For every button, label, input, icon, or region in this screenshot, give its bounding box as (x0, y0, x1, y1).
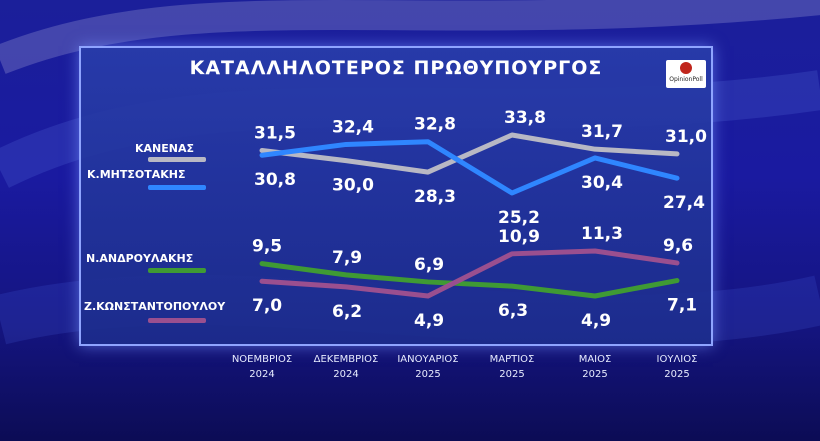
data-label-androulakis-3: 6,3 (498, 301, 528, 321)
data-label-kanenas-1: 30,0 (332, 176, 374, 196)
data-label-mitsotakis-4: 30,4 (581, 173, 623, 193)
data-label-kanenas-2: 28,3 (414, 187, 456, 207)
x-tick-year-2: 2025 (415, 369, 441, 380)
x-tick-month-0: ΝΟΕΜΒΡΙΟΣ (231, 354, 293, 365)
legend-label-kanenas: ΚΑΝΕΝΑΣ (135, 142, 194, 155)
x-tick-month-5: ΙΟΥΛΙΟΣ (656, 354, 698, 365)
data-label-konstantopoulou-4: 11,3 (581, 224, 623, 244)
x-tick-label-0: ΝΟΕΜΒΡΙΟΣ 2024 (217, 352, 307, 382)
logo-text: OpinionPoll (669, 76, 703, 83)
data-label-mitsotakis-0: 30,8 (254, 170, 296, 190)
data-label-mitsotakis-5: 27,4 (663, 193, 705, 213)
series-line-androulakis (259, 261, 680, 299)
x-tick-month-3: ΜΑΡΤΙΟΣ (489, 354, 535, 365)
chart-title: ΚΑΤΑΛΛΗΛΟΤΕΡΟΣ ΠΡΩΘΥΠΟΥΡΓΟΣ (189, 57, 603, 79)
data-label-konstantopoulou-1: 6,2 (332, 302, 362, 322)
data-label-androulakis-1: 7,9 (332, 248, 362, 268)
data-label-konstantopoulou-0: 7,0 (252, 296, 282, 316)
legend-label-androulakis: Ν.ΑΝΔΡΟΥΛΑΚΗΣ (86, 252, 194, 265)
logo-dot-icon (680, 62, 692, 74)
x-tick-year-5: 2025 (664, 369, 690, 380)
legend-swatch-androulakis (148, 268, 206, 273)
data-label-konstantopoulou-3: 10,9 (498, 227, 540, 247)
legend-swatch-kanenas (148, 157, 206, 162)
x-tick-month-4: ΜΑΙΟΣ (578, 354, 612, 365)
x-tick-year-0: 2024 (249, 369, 275, 380)
data-label-androulakis-5: 7,1 (667, 296, 697, 316)
series-line-mitsotakis (259, 139, 680, 196)
x-tick-label-4: ΜΑΙΟΣ 2025 (550, 352, 640, 382)
x-tick-year-4: 2025 (582, 369, 608, 380)
x-tick-label-5: ΙΟΥΛΙΟΣ 2025 (632, 352, 722, 382)
data-label-konstantopoulou-5: 9,6 (663, 236, 693, 256)
data-label-androulakis-2: 6,9 (414, 255, 444, 275)
legend-swatch-konstantopoulou (148, 318, 206, 323)
data-label-androulakis-0: 9,5 (252, 237, 282, 257)
data-label-mitsotakis-1: 32,4 (332, 117, 374, 137)
opinionpoll-logo: OpinionPoll (666, 60, 706, 88)
legend-label-mitsotakis: Κ.ΜΗΤΣΟΤΑΚΗΣ (87, 168, 186, 181)
x-tick-month-2: ΙΑΝΟΥΑΡΙΟΣ (397, 354, 459, 365)
data-label-kanenas-0: 31,5 (254, 124, 296, 144)
data-label-mitsotakis-3: 25,2 (498, 208, 540, 228)
x-tick-month-1: ΔΕΚΕΜΒΡΙΟΣ (313, 354, 379, 365)
x-tick-year-1: 2024 (333, 369, 359, 380)
data-label-kanenas-5: 31,0 (665, 127, 707, 147)
x-tick-label-3: ΜΑΡΤΙΟΣ 2025 (467, 352, 557, 382)
x-tick-year-3: 2025 (499, 369, 525, 380)
data-label-kanenas-3: 33,8 (504, 108, 546, 128)
data-label-mitsotakis-2: 32,8 (414, 115, 456, 135)
x-tick-label-1: ΔΕΚΕΜΒΡΙΟΣ 2024 (301, 352, 391, 382)
series-line-kanenas (259, 132, 680, 175)
data-label-kanenas-4: 31,7 (581, 122, 623, 142)
legend-swatch-mitsotakis (148, 185, 206, 190)
legend-label-konstantopoulou: Ζ.ΚΩΝΣΤΑΝΤΟΠΟΥΛΟΥ (84, 300, 226, 313)
series-line-konstantopoulou (259, 248, 680, 299)
data-label-konstantopoulou-2: 4,9 (414, 311, 444, 331)
x-tick-label-2: ΙΑΝΟΥΑΡΙΟΣ 2025 (383, 352, 473, 382)
data-label-androulakis-4: 4,9 (581, 311, 611, 331)
